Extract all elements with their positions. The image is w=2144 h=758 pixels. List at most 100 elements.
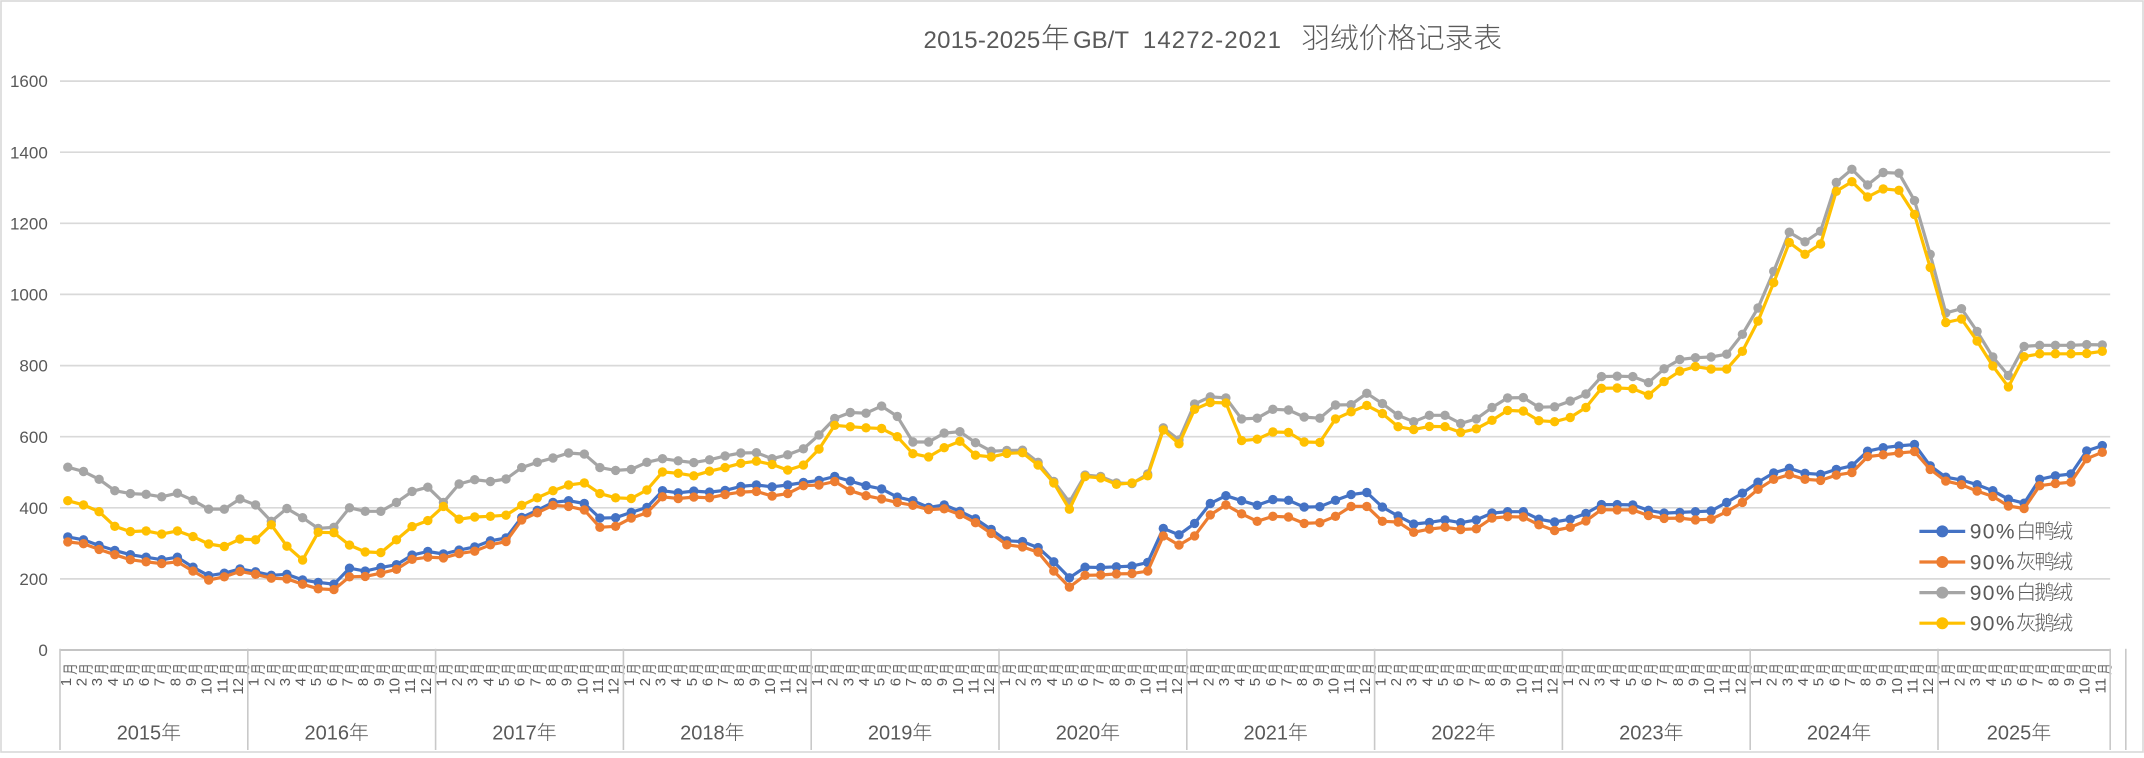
svg-text:1: 1 <box>246 678 263 686</box>
svg-text:7: 7 <box>715 678 732 686</box>
svg-text:10: 10 <box>1326 678 1343 695</box>
svg-text:8: 8 <box>543 678 560 686</box>
svg-text:90%: 90% <box>1970 613 2016 636</box>
svg-text:2: 2 <box>1388 678 1405 686</box>
svg-text:6: 6 <box>887 678 904 686</box>
svg-text:1: 1 <box>1748 678 1765 686</box>
svg-text:3: 3 <box>1404 678 1421 686</box>
svg-text:8: 8 <box>1106 678 1123 686</box>
svg-text:4: 4 <box>1044 678 1061 686</box>
svg-text:1000: 1000 <box>10 286 48 305</box>
svg-text:2: 2 <box>1576 678 1593 686</box>
svg-text:9: 9 <box>183 678 200 686</box>
svg-text:6: 6 <box>324 678 341 686</box>
svg-text:2: 2 <box>449 678 466 686</box>
svg-text:4: 4 <box>668 678 685 686</box>
svg-text:4: 4 <box>105 678 122 686</box>
svg-text:12: 12 <box>1357 678 1374 695</box>
svg-text:7: 7 <box>1466 678 1483 686</box>
svg-text:11: 11 <box>1341 678 1358 694</box>
svg-text:1: 1 <box>1372 678 1389 686</box>
svg-text:3: 3 <box>840 678 857 686</box>
svg-text:1600: 1600 <box>10 72 48 91</box>
svg-text:9: 9 <box>1122 678 1139 686</box>
svg-text:2: 2 <box>825 678 842 686</box>
svg-text:3: 3 <box>465 678 482 686</box>
svg-text:5: 5 <box>120 678 137 686</box>
svg-text:3: 3 <box>1967 678 1984 686</box>
svg-text:3: 3 <box>653 678 670 686</box>
svg-text:14272-2021: 14272-2021 <box>1143 27 1282 54</box>
svg-text:10: 10 <box>1701 678 1718 695</box>
svg-text:12: 12 <box>793 678 810 695</box>
svg-text:90%: 90% <box>1970 551 2016 574</box>
svg-text:1: 1 <box>621 678 638 686</box>
svg-text:2: 2 <box>74 678 91 686</box>
svg-text:2: 2 <box>1764 678 1781 686</box>
svg-text:5: 5 <box>308 678 325 686</box>
svg-text:3: 3 <box>1028 678 1045 686</box>
svg-text:5: 5 <box>684 678 701 686</box>
svg-text:10: 10 <box>1889 678 1906 695</box>
svg-text:90%: 90% <box>1970 582 2016 605</box>
svg-text:11: 11 <box>402 678 419 694</box>
svg-text:2: 2 <box>1013 678 1030 686</box>
svg-text:8: 8 <box>731 678 748 686</box>
svg-text:2: 2 <box>1200 678 1217 686</box>
svg-text:12: 12 <box>606 678 623 695</box>
svg-text:12: 12 <box>1732 678 1749 695</box>
svg-text:8: 8 <box>355 678 372 686</box>
svg-text:7: 7 <box>527 678 544 686</box>
svg-text:12: 12 <box>1920 678 1937 695</box>
svg-text:10: 10 <box>199 678 216 695</box>
svg-text:9: 9 <box>371 678 388 686</box>
svg-text:6: 6 <box>1263 678 1280 686</box>
svg-text:10: 10 <box>2077 678 2094 695</box>
svg-text:1: 1 <box>1560 678 1577 686</box>
svg-text:7: 7 <box>1654 678 1671 686</box>
svg-text:3: 3 <box>89 678 106 686</box>
svg-text:5: 5 <box>1998 678 2015 686</box>
svg-text:8: 8 <box>167 678 184 686</box>
svg-text:4: 4 <box>1983 678 2000 686</box>
svg-text:11: 11 <box>1153 678 1170 694</box>
svg-text:8: 8 <box>1858 678 1875 686</box>
svg-text:2015-2025: 2015-2025 <box>924 27 1041 54</box>
svg-text:2017: 2017 <box>492 723 537 745</box>
svg-text:5: 5 <box>1435 678 1452 686</box>
svg-text:1: 1 <box>1936 678 1953 686</box>
svg-text:1: 1 <box>433 678 450 686</box>
svg-text:GB/T: GB/T <box>1073 27 1129 54</box>
svg-text:12: 12 <box>1169 678 1186 695</box>
svg-text:11: 11 <box>214 678 231 694</box>
svg-text:11: 11 <box>1905 678 1922 694</box>
svg-text:7: 7 <box>1842 678 1859 686</box>
svg-text:6: 6 <box>1451 678 1468 686</box>
svg-text:8: 8 <box>1294 678 1311 686</box>
svg-text:5: 5 <box>1811 678 1828 686</box>
svg-text:7: 7 <box>1091 678 1108 686</box>
svg-text:9: 9 <box>2061 678 2078 686</box>
svg-text:2018: 2018 <box>680 723 725 745</box>
svg-text:4: 4 <box>293 678 310 686</box>
svg-text:6: 6 <box>700 678 717 686</box>
svg-text:5: 5 <box>1623 678 1640 686</box>
svg-text:1: 1 <box>1185 678 1202 686</box>
svg-text:600: 600 <box>19 428 47 447</box>
svg-text:7: 7 <box>152 678 169 686</box>
svg-text:8: 8 <box>1482 678 1499 686</box>
svg-text:400: 400 <box>19 499 47 518</box>
svg-text:10: 10 <box>950 678 967 695</box>
svg-text:10: 10 <box>1513 678 1530 695</box>
svg-text:9: 9 <box>1685 678 1702 686</box>
svg-text:2025: 2025 <box>1987 723 2032 745</box>
svg-text:2021: 2021 <box>1244 723 1289 745</box>
svg-text:12: 12 <box>981 678 998 695</box>
svg-text:4: 4 <box>1795 678 1812 686</box>
svg-text:9: 9 <box>934 678 951 686</box>
svg-text:9: 9 <box>1310 678 1327 686</box>
svg-text:4: 4 <box>480 678 497 686</box>
svg-text:12: 12 <box>1545 678 1562 695</box>
svg-text:90%: 90% <box>1970 521 2016 544</box>
svg-text:1400: 1400 <box>10 143 48 162</box>
